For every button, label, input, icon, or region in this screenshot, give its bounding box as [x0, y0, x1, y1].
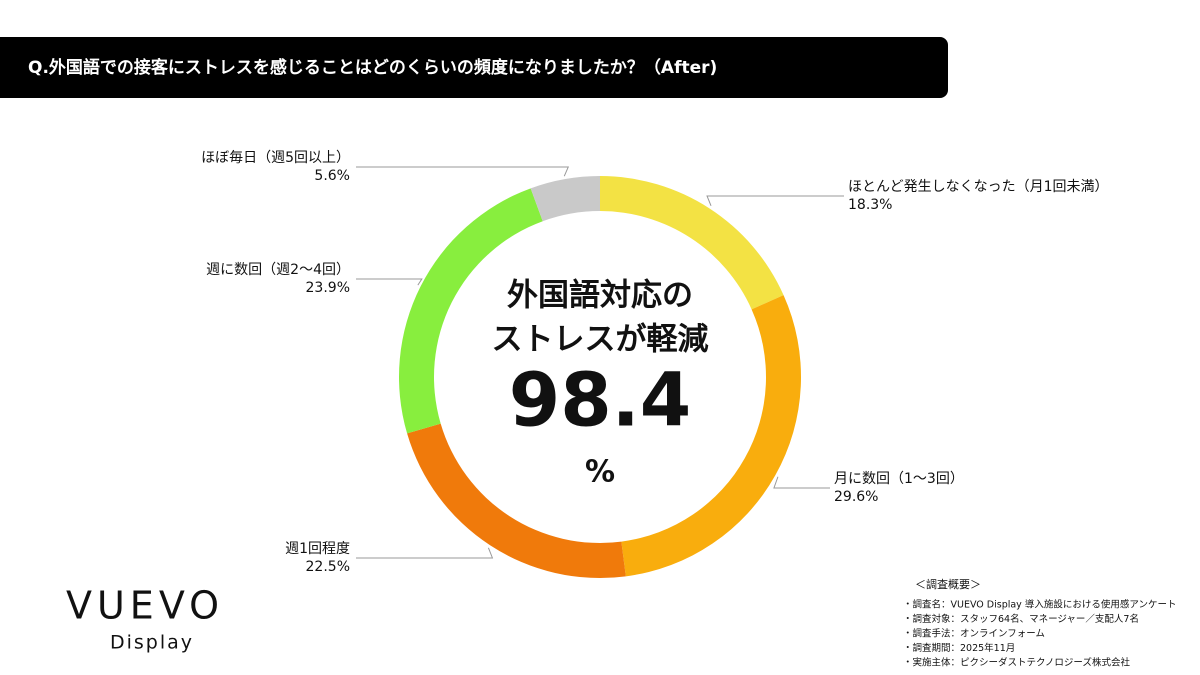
leader-line	[773, 476, 830, 489]
category-label: 週に数回（週2〜4回）	[206, 262, 350, 278]
note-item: ・調査対象：スタッフ64名、マネージャー／支配人7名	[903, 613, 1139, 625]
value-label: 29.6%	[834, 489, 878, 505]
center-value: 98.4	[509, 358, 692, 444]
title-bar	[0, 37, 948, 98]
donut-segment	[407, 423, 626, 578]
donut-segment	[530, 176, 600, 222]
donut-segment	[600, 176, 784, 310]
donut-segment	[621, 295, 801, 577]
value-label: 5.6%	[314, 168, 350, 184]
note-item: ・調査期間：2025年11月	[903, 642, 1015, 654]
leader-line	[356, 278, 423, 286]
center-text: 外国語対応の	[507, 278, 693, 314]
logo-name: VUEVO	[66, 584, 224, 628]
leader-line	[356, 547, 494, 559]
center-unit: %	[585, 455, 615, 490]
category-label: ほとんど発生しなくなった（月1回未満）	[848, 179, 1109, 195]
notes-heading: ＜調査概要＞	[915, 577, 981, 591]
value-label: 23.9%	[306, 280, 350, 296]
center-text: ストレスが軽減	[492, 322, 709, 358]
value-label: 18.3%	[848, 197, 892, 213]
note-item: ・調査手法：オンラインフォーム	[903, 628, 1045, 640]
category-label: 週1回程度	[285, 541, 350, 557]
logo-sub: Display	[110, 632, 194, 654]
chart-title: Q.外国語での接客にストレスを感じることはどのくらいの頻度になりましたか？（Af…	[28, 57, 717, 78]
value-label: 22.5%	[306, 559, 350, 575]
note-item: ・調査名：VUEVO Display 導入施設における使用感アンケート	[903, 599, 1176, 611]
note-item: ・実施主体：ピクシーダストテクノロジーズ株式会社	[903, 657, 1130, 669]
category-label: ほぼ毎日（週5回以上）	[201, 150, 350, 166]
category-label: 月に数回（1〜3回）	[834, 471, 964, 487]
leader-line	[706, 195, 844, 207]
leader-line	[356, 166, 570, 177]
donut-segment	[399, 188, 543, 434]
